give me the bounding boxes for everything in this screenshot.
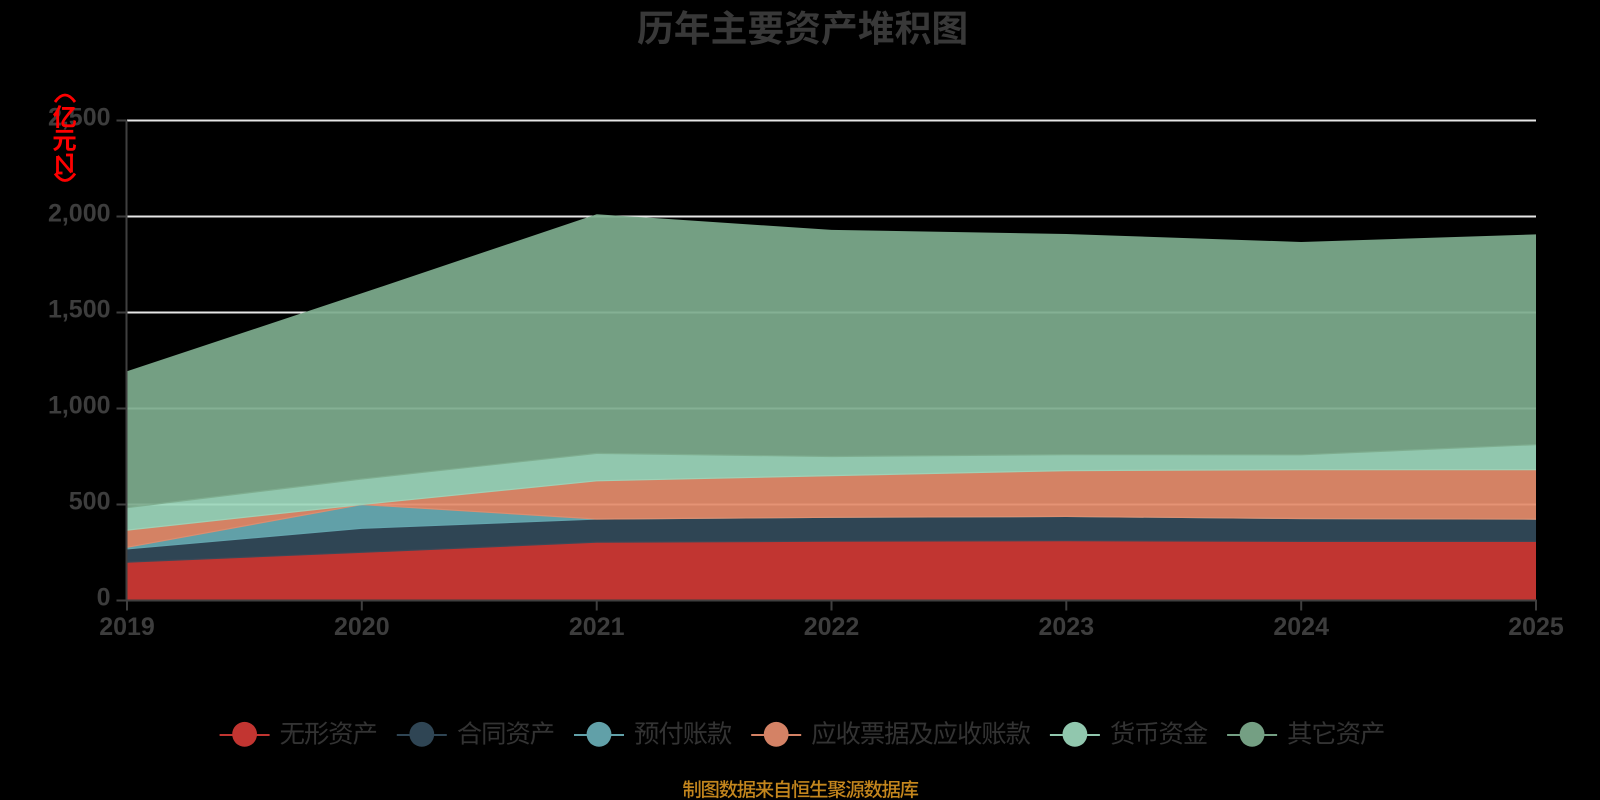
svg-text:2020: 2020 [334,613,390,641]
svg-text:2021: 2021 [569,613,625,641]
svg-text:2,000: 2,000 [48,200,111,228]
svg-text:1,500: 1,500 [48,296,111,324]
svg-text:0: 0 [97,584,111,612]
svg-text:2023: 2023 [1038,613,1094,641]
svg-text:2022: 2022 [804,613,860,641]
svg-text:2024: 2024 [1273,613,1329,641]
svg-text:1,000: 1,000 [48,392,111,420]
svg-text:2019: 2019 [99,613,155,641]
svg-text:500: 500 [69,488,111,516]
svg-text:2025: 2025 [1508,613,1564,641]
